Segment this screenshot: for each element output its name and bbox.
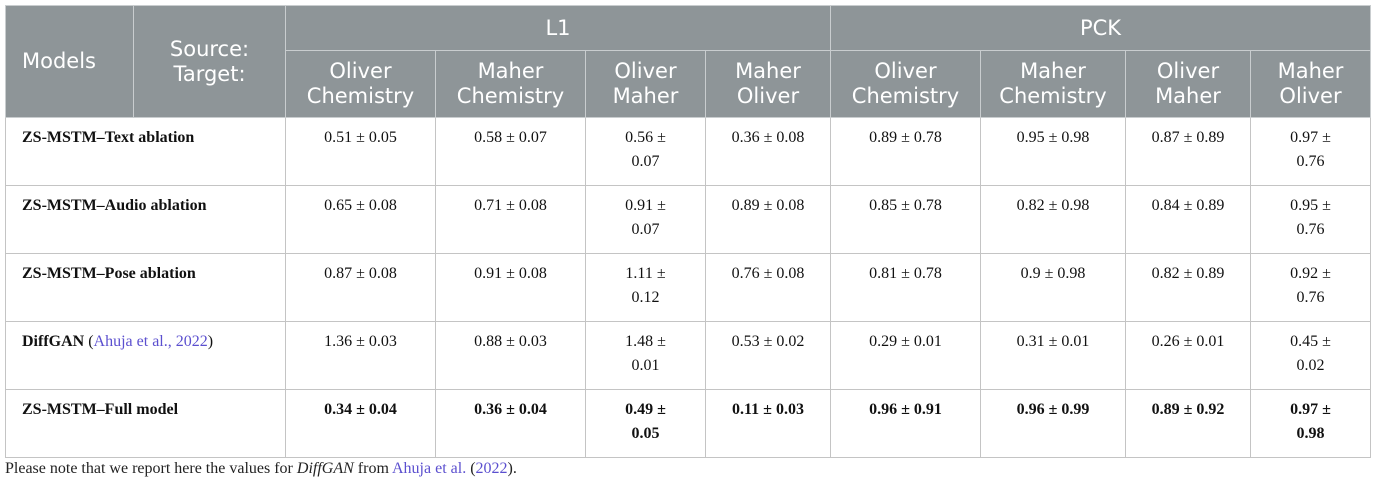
value-cell: 0.11 ± 0.03 [705, 389, 831, 458]
value-cell: 0.49 ± 0.05 [585, 389, 706, 458]
value-cell: 0.45 ± 0.02 [1249, 321, 1372, 390]
value-cell: 0.31 ± 0.01 [980, 321, 1126, 390]
column-header-line: Maher [612, 84, 679, 108]
value-cell: 0.26 ± 0.01 [1125, 321, 1251, 390]
value-cell: 0.81 ± 0.78 [830, 253, 981, 322]
group-header: PCK [829, 5, 1372, 51]
value-cell: 0.89 ± 0.78 [830, 117, 981, 186]
source-target-header: Source: Target: [133, 5, 286, 118]
value-cell: 0.87 ± 0.89 [1125, 117, 1251, 186]
model-name: ZS-MSTM–Audio ablation [22, 197, 207, 214]
column-header-line: Chemistry [851, 84, 960, 108]
model-cell: ZS-MSTM–Pose ablation [5, 253, 286, 322]
table-row: ZS-MSTM–Text ablation 0.51 ± 0.05 0.58 ± 0… [5, 117, 1372, 186]
value-cell: 0.97 ± 0.98 [1249, 389, 1372, 458]
table-row: ZS-MSTM–Full model 0.34 ± 0.04 0.36 ± 0.04… [5, 389, 1372, 458]
model-name: DiffGAN [22, 333, 85, 350]
value-cell: 0.58 ± 0.07 [435, 117, 586, 186]
model-name: ) [207, 333, 214, 350]
model-cell: ZS-MSTM–Full model [5, 389, 286, 458]
value-cell: 0.96 ± 0.99 [980, 389, 1126, 458]
column-header-line: Chemistry [456, 84, 565, 108]
value-cell: 0.65 ± 0.08 [285, 185, 436, 254]
column-header-line: Oliver [1156, 59, 1220, 83]
column-header: Maher Oliver [1249, 50, 1372, 118]
value-cell: 0.36 ± 0.04 [435, 389, 586, 458]
column-header-line: Oliver [329, 59, 392, 83]
value-cell: 0.95 ± 0.98 [980, 117, 1126, 186]
value-cell: 0.36 ± 0.08 [705, 117, 831, 186]
model-name: ZS-MSTM–Pose ablation [22, 265, 196, 282]
value-cell: 0.56 ± 0.07 [585, 117, 706, 186]
table-row: DiffGAN (Ahuja et al., 2022) 1.36 ± 0.03 0… [5, 321, 1372, 390]
column-header-line: Oliver [614, 59, 677, 83]
note-text: ( [466, 460, 476, 477]
value-cell: 1.36 ± 0.03 [285, 321, 436, 390]
value-cell: 0.29 ± 0.01 [830, 321, 981, 390]
column-header-line: Maher [1277, 59, 1344, 83]
citation-link[interactable]: Ahuja et al. [392, 460, 467, 477]
note-text: ). [507, 460, 517, 477]
column-header: Maher Chemistry [435, 50, 586, 118]
column-header: Oliver Maher [1125, 50, 1251, 118]
model-cell: ZS-MSTM–Text ablation [5, 117, 286, 186]
model-name: ZS-MSTM–Full model [22, 401, 179, 418]
value-cell: 0.34 ± 0.04 [285, 389, 436, 458]
value-cell: 0.85 ± 0.78 [830, 185, 981, 254]
value-cell: 0.96 ± 0.91 [830, 389, 981, 458]
column-header-line: Oliver [1279, 84, 1342, 108]
table-row: ZS-MSTM–Audio ablation 0.65 ± 0.08 0.71 ± … [5, 185, 1372, 254]
column-header-line: Oliver [736, 84, 800, 108]
column-header-line: Chemistry [999, 84, 1107, 108]
citation-link[interactable]: Ahuja et al., 2022 [93, 333, 208, 350]
value-cell: 0.95 ± 0.76 [1249, 185, 1372, 254]
model-cell: ZS-MSTM–Audio ablation [5, 185, 286, 254]
value-cell: 0.89 ± 0.92 [1125, 389, 1251, 458]
value-cell: 0.87 ± 0.08 [285, 253, 436, 322]
value-cell: 0.51 ± 0.05 [285, 117, 436, 186]
column-header: Oliver Chemistry [285, 50, 436, 118]
value-cell: 0.97 ± 0.76 [1249, 117, 1372, 186]
model-name: ZS-MSTM–Text ablation [22, 129, 195, 146]
note-text: Please note that we report here the valu… [5, 460, 297, 477]
results-table: Models Source: Target: L1 PCK Oliver Chemi… [5, 5, 1372, 458]
column-header: Oliver Maher [585, 50, 706, 118]
column-header-line: Oliver [874, 59, 937, 83]
value-cell: 0.82 ± 0.89 [1125, 253, 1251, 322]
model-cell: DiffGAN (Ahuja et al., 2022) [5, 321, 286, 390]
column-header: Oliver Chemistry [830, 50, 981, 118]
value-cell: 0.76 ± 0.08 [705, 253, 831, 322]
column-header: Maher Chemistry [980, 50, 1126, 118]
source-label: Source: [169, 36, 250, 61]
column-header-line: Maher [477, 59, 544, 83]
value-cell: 0.91 ± 0.08 [435, 253, 586, 322]
column-header-line: Maher [735, 59, 801, 83]
target-label: Target: [173, 61, 246, 86]
value-cell: 0.89 ± 0.08 [705, 185, 831, 254]
value-cell: 0.92 ± 0.76 [1249, 253, 1372, 322]
value-cell: 1.48 ± 0.01 [585, 321, 706, 390]
column-header: Maher Oliver [705, 50, 831, 118]
value-cell: 0.9 ± 0.98 [980, 253, 1126, 322]
column-header-line: Maher [1020, 59, 1086, 83]
note-text: DiffGAN [296, 460, 354, 477]
models-header: Models [5, 5, 134, 118]
model-name: ( [84, 333, 94, 350]
value-cell: 0.88 ± 0.03 [435, 321, 586, 390]
footnote: Please note that we report here the valu… [5, 460, 517, 478]
value-cell: 0.84 ± 0.89 [1125, 185, 1251, 254]
value-cell: 1.11 ± 0.12 [585, 253, 706, 322]
value-cell: 0.91 ± 0.07 [585, 185, 706, 254]
citation-link[interactable]: 2022 [475, 460, 508, 477]
column-header-line: Maher [1155, 84, 1221, 108]
note-text: from [353, 460, 392, 477]
value-cell: 0.71 ± 0.08 [435, 185, 586, 254]
column-header-line: Chemistry [306, 84, 415, 108]
group-header: L1 [285, 5, 831, 51]
value-cell: 0.82 ± 0.98 [980, 185, 1126, 254]
table-row: ZS-MSTM–Pose ablation 0.87 ± 0.08 0.91 ± 0… [5, 253, 1372, 322]
value-cell: 0.53 ± 0.02 [705, 321, 831, 390]
